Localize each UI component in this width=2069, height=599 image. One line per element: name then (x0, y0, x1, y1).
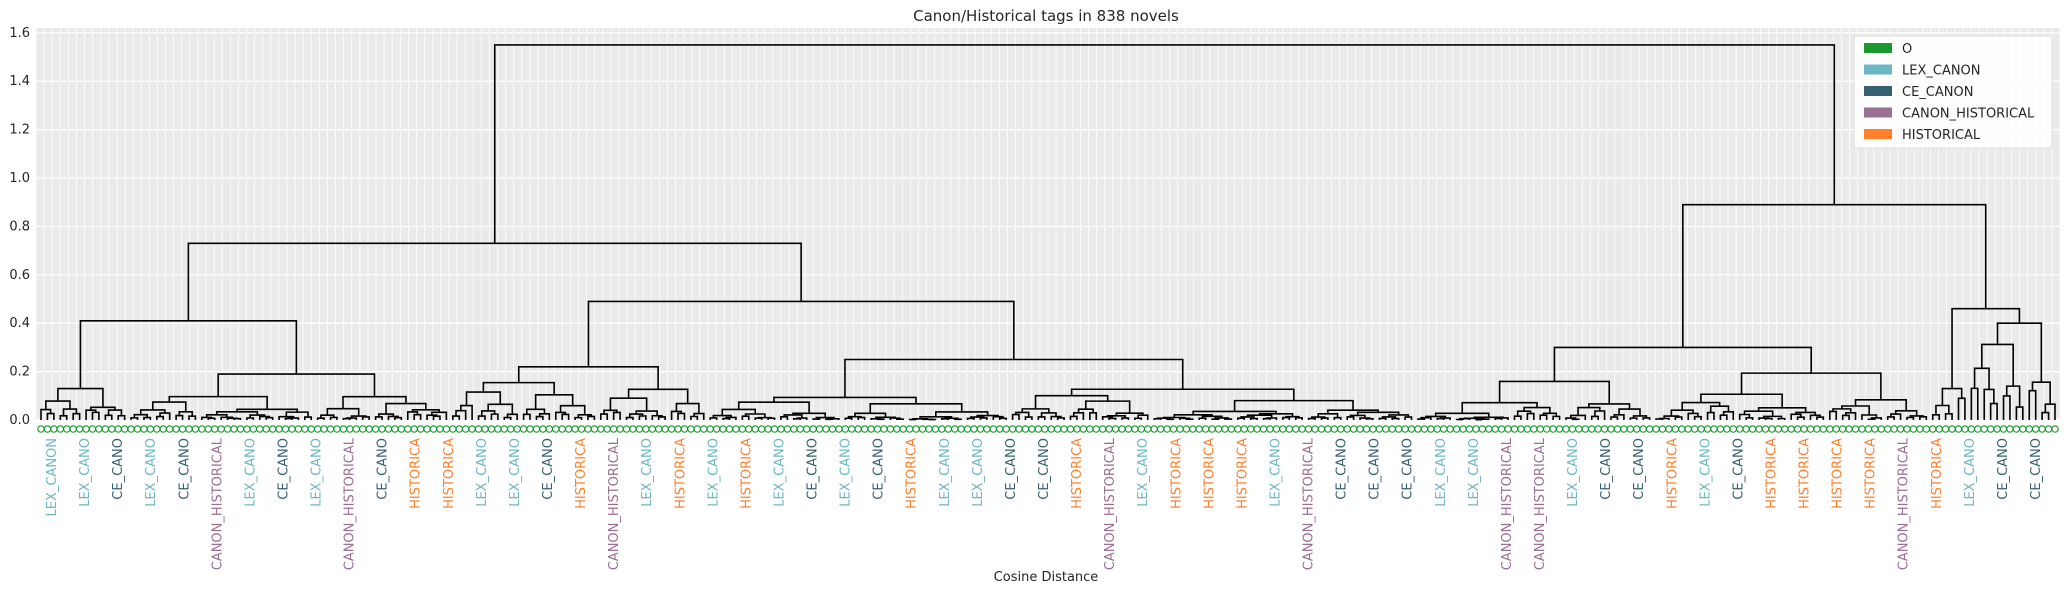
y-tick-label: 1.0 (9, 171, 30, 186)
chart-title: Canon/Historical tags in 838 novels (913, 7, 1179, 25)
leaf-label: HISTORICA (409, 438, 424, 509)
legend-swatch (1864, 65, 1892, 75)
leaf-label: CANON_HISTORICAL (1103, 437, 1118, 570)
y-tick-label: 1.4 (9, 74, 30, 89)
leaf-label: HISTORICA (739, 438, 754, 509)
leaf-label: HISTORICA (1831, 438, 1846, 509)
leaf-label: CANON_HISTORICAL (1500, 437, 1515, 570)
x-axis-label: Cosine Distance (994, 570, 1099, 585)
legend-swatch (1864, 43, 1892, 53)
y-tick-label: 0.2 (9, 365, 30, 380)
leaf-label: HISTORICA (1202, 438, 1217, 509)
legend-label: HISTORICAL (1902, 128, 1981, 143)
leaf-label: LEX_CANO (640, 438, 655, 507)
leaf-label: CANON_HISTORICAL (1302, 437, 1317, 570)
leaf-label: HISTORICA (1665, 438, 1680, 509)
dendrogram-link (758, 418, 771, 419)
dendrogram-link (1186, 419, 1192, 420)
dendrogram-link (955, 419, 961, 420)
legend-label: CE_CANON (1902, 85, 1973, 100)
y-axis: 0.0 0.2 0.4 0.6 0.8 1.0 1.2 1.4 1.6 (9, 26, 30, 428)
leaf-label: HISTORICA (1864, 438, 1879, 509)
y-tick-label: 0.4 (9, 316, 30, 331)
leaf-label: HISTORICA (1798, 438, 1813, 509)
leaf-label: CE_CANO (1599, 438, 1614, 500)
leaf-label: CE_CANO (177, 438, 192, 500)
legend-label: LEX_CANON (1902, 64, 1981, 79)
leaf-label: HISTORICA (1070, 438, 1085, 509)
legend-swatch (1864, 108, 1892, 118)
leaf-label: CE_CANO (276, 438, 291, 500)
legend-swatch (1864, 129, 1892, 139)
y-tick-label: 1.6 (9, 26, 30, 41)
leaf-label: CE_CANO (806, 438, 821, 500)
leaf-label: LEX_CANO (772, 438, 787, 507)
dendrogram-link (913, 419, 927, 420)
leaf-label: LEX_CANO (144, 438, 159, 507)
leaf-label: HISTORICA (905, 438, 920, 509)
leaf-label: CE_CANO (541, 438, 556, 500)
dendrogram-link (1868, 419, 1874, 420)
leaf-label: LEX_CANO (706, 438, 721, 507)
dendrogram-link (1225, 419, 1231, 420)
leaf-label: LEX_CANO (508, 438, 523, 507)
leaf-label: LEX_CANON (45, 438, 60, 517)
leaf-label: LEX_CANO (1467, 438, 1482, 507)
y-tick-label: 0.0 (9, 413, 30, 428)
leaf-label: CE_CANO (376, 438, 391, 500)
leaf-label: CE_CANO (1037, 438, 1052, 500)
y-tick-label: 1.2 (9, 123, 30, 138)
leaf-label: LEX_CANO (1566, 438, 1581, 507)
leaf-label: HISTORICA (574, 438, 589, 509)
legend-label: O (1902, 42, 1912, 57)
leaf-label: CANON_HISTORICAL (1897, 437, 1912, 570)
leaf-label: HISTORICA (1235, 438, 1250, 509)
leaf-label: CE_CANO (1004, 438, 1019, 500)
leaf-label: LEX_CANO (1268, 438, 1283, 507)
leaf-label: HISTORICA (442, 438, 457, 509)
legend: O LEX_CANON CE_CANON CANON_HISTORICAL HISTOR… (1854, 36, 2052, 148)
leaf-label: CANON_HISTORICAL (1533, 437, 1548, 570)
y-tick-label: 0.8 (9, 219, 30, 234)
leaf-label: CE_CANO (1368, 438, 1383, 500)
dendrogram-link (1167, 419, 1173, 420)
leaf-label: HISTORICA (673, 438, 688, 509)
leaf-label: CE_CANO (2029, 438, 2044, 500)
leaf-label: LEX_CANO (839, 438, 854, 507)
leaf-label: CE_CANO (1401, 438, 1416, 500)
leaf-label: LEX_CANO (1963, 438, 1978, 507)
leaf-label: LEX_CANO (243, 438, 258, 507)
leaf-label: CE_CANO (1335, 438, 1350, 500)
dendrogram-link (1572, 419, 1578, 420)
legend-swatch (1864, 86, 1892, 96)
leaf-label: LEX_CANO (78, 438, 93, 507)
leaf-label: LEX_CANO (1698, 438, 1713, 507)
dendrogram-link (897, 419, 903, 420)
leaf-label: LEX_CANO (1136, 438, 1151, 507)
leaf-label: HISTORICA (1764, 438, 1779, 509)
leaf-label: CE_CANO (111, 438, 126, 500)
leaf-label: CANON_HISTORICAL (343, 437, 358, 570)
leaf-label: CE_CANO (1731, 438, 1746, 500)
dendrogram-link (1479, 419, 1489, 420)
leaf-label: CANON_HISTORICAL (607, 437, 622, 570)
leaf-label: CE_CANO (872, 438, 887, 500)
leaf-label: CE_CANO (1996, 438, 2011, 500)
leaf-label: CE_CANO (1632, 438, 1647, 500)
leaf-label: LEX_CANO (310, 438, 325, 507)
leaf-label: CANON_HISTORICAL (210, 437, 225, 570)
leaf-label: LEX_CANO (971, 438, 986, 507)
dendrogram-link (1164, 418, 1185, 419)
leaf-label: LEX_CANO (1434, 438, 1449, 507)
dendrogram-link (1212, 419, 1218, 420)
leaf-label: LEX_CANO (938, 438, 953, 507)
y-tick-label: 0.6 (9, 268, 30, 283)
leaf-label: HISTORICA (1169, 438, 1184, 509)
leaf-label: HISTORICA (1930, 438, 1945, 509)
leaf-label: LEX_CANO (475, 438, 490, 507)
legend-label: CANON_HISTORICAL (1902, 107, 2035, 122)
